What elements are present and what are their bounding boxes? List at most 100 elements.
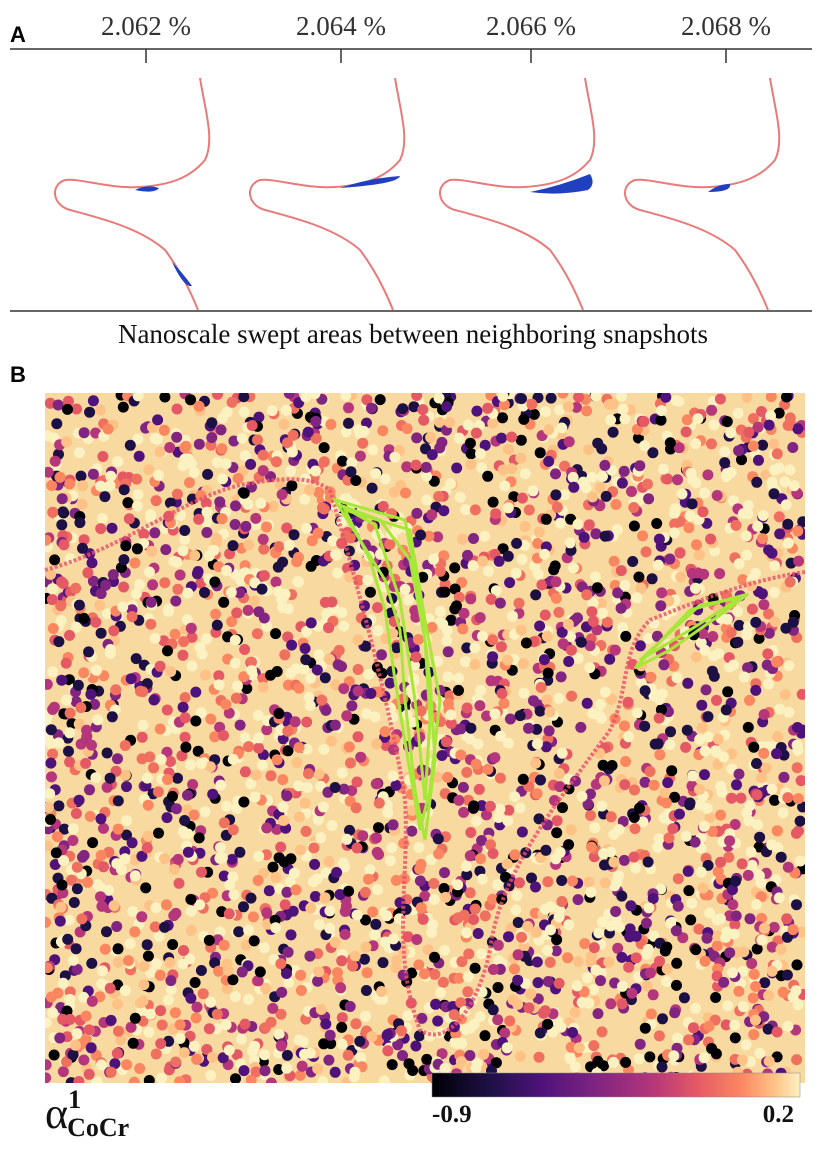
atom (453, 432, 465, 444)
atom (572, 518, 584, 530)
atom (248, 935, 260, 947)
atom (639, 1022, 651, 1034)
atom (647, 989, 659, 1001)
atom (542, 976, 554, 987)
atom (542, 876, 554, 888)
atom (338, 683, 350, 695)
atom (653, 694, 665, 706)
atom (539, 903, 551, 915)
atom (779, 476, 791, 488)
atom (142, 799, 154, 811)
atom (118, 554, 130, 566)
atom (747, 440, 759, 452)
atom (45, 1072, 52, 1083)
atom (299, 493, 311, 505)
atom (253, 742, 265, 754)
atom (360, 941, 372, 953)
atom (592, 1008, 604, 1020)
atom (46, 771, 57, 783)
atom (608, 856, 620, 868)
atom (259, 1065, 271, 1077)
atom (168, 863, 180, 875)
atom (46, 892, 58, 904)
atom (193, 513, 205, 525)
atom (519, 468, 531, 480)
atom (145, 618, 157, 630)
atom (441, 635, 453, 647)
atom (657, 1013, 668, 1025)
atom (751, 789, 763, 801)
atom (651, 630, 663, 642)
atom (782, 792, 794, 804)
atom (763, 608, 774, 620)
atom (367, 444, 379, 456)
atom (744, 913, 756, 925)
atom (515, 624, 527, 636)
atom (556, 747, 568, 759)
atom (594, 699, 606, 711)
atom (620, 630, 632, 642)
atom (360, 985, 372, 996)
atom (695, 866, 707, 878)
atom (187, 779, 199, 790)
atom (632, 432, 644, 444)
atom (653, 833, 665, 845)
atom (635, 582, 647, 594)
atom (598, 848, 609, 859)
atom (386, 1059, 398, 1071)
atom (725, 427, 737, 439)
atom (171, 403, 183, 415)
atom (517, 658, 529, 670)
atom (453, 684, 464, 696)
atom (408, 401, 420, 413)
atom (707, 631, 719, 642)
atom (617, 622, 629, 634)
atom (762, 1023, 774, 1035)
atom (756, 934, 768, 946)
atom (513, 877, 525, 889)
atom (741, 393, 753, 403)
atom (252, 875, 264, 886)
atom (188, 809, 200, 821)
atom (300, 522, 312, 534)
atom (432, 1015, 444, 1027)
atom (270, 456, 282, 468)
atom (143, 464, 155, 476)
atom (573, 1042, 585, 1054)
atom (512, 917, 524, 928)
atom (492, 1014, 504, 1026)
atom (465, 448, 477, 460)
atom (85, 1042, 97, 1054)
atom (622, 696, 634, 708)
atom (526, 398, 538, 410)
atom (238, 671, 250, 683)
atom (304, 950, 316, 962)
atom (413, 634, 424, 645)
atom (243, 924, 255, 936)
atom (655, 704, 667, 716)
atom (711, 490, 723, 501)
atom (748, 1029, 760, 1041)
atom (596, 1026, 608, 1038)
atom (349, 950, 361, 962)
atom (532, 568, 544, 580)
atom (411, 507, 423, 519)
atom (540, 741, 552, 753)
atom (200, 633, 212, 645)
atom (70, 582, 82, 594)
atom (543, 455, 555, 467)
atom (132, 500, 143, 512)
atom (312, 975, 324, 987)
atom (554, 846, 566, 858)
atom (127, 1037, 139, 1049)
atom (586, 606, 598, 618)
atom (729, 819, 741, 830)
atom (101, 608, 113, 620)
atom (149, 433, 161, 445)
dislocation (624, 77, 781, 311)
atom (563, 436, 575, 448)
atom (332, 659, 344, 671)
atom (195, 577, 207, 589)
atom (744, 694, 755, 706)
atom (567, 471, 579, 483)
